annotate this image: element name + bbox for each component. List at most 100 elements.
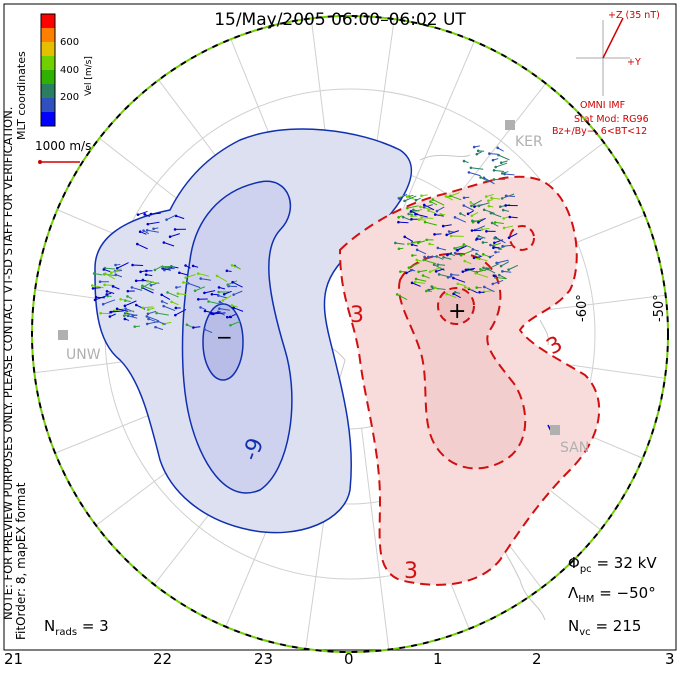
- velocity-vector: [472, 218, 484, 223]
- velocity-vector: [463, 205, 475, 212]
- station-marker-ker: [505, 120, 515, 130]
- mlt-tick-23: 23: [254, 650, 274, 668]
- velocity-vector: [465, 267, 476, 271]
- velocity-vector: [410, 269, 416, 272]
- velocity-vector: [147, 221, 160, 225]
- velocity-vector: [132, 264, 144, 267]
- velocity-vector: [218, 295, 228, 299]
- velocity-vector: [124, 314, 130, 317]
- velocity-vector: [104, 267, 116, 270]
- velocity-vector: [399, 193, 408, 199]
- velocity-vector: [409, 194, 414, 197]
- station-label-ker: KER: [515, 134, 543, 150]
- velocity-vector: [403, 216, 412, 221]
- velocity-vector: [487, 263, 500, 270]
- velocity-vector: [483, 253, 490, 258]
- velocity-vector: [134, 325, 141, 328]
- velocity-vector: [415, 281, 426, 284]
- velocity-vector: [476, 257, 488, 262]
- imf-source: OMNI IMF: [580, 100, 626, 111]
- velocity-vector: [455, 291, 461, 294]
- velocity-vector: [416, 249, 427, 255]
- velocity-vector: [411, 282, 421, 287]
- velocity-vector: [187, 282, 201, 289]
- vector-origin: [161, 265, 165, 269]
- velocity-vector: [106, 290, 115, 294]
- velocity-vector: [398, 215, 403, 218]
- velocity-vector: [454, 245, 465, 249]
- colorbar-label: Vel [m/s]: [84, 56, 94, 96]
- velocity-vector: [222, 295, 232, 301]
- velocity-vector: [424, 221, 437, 226]
- velocity-vector: [486, 268, 496, 274]
- velocity-vector: [464, 196, 470, 199]
- velocity-vector: [175, 309, 187, 316]
- velocity-vector: [502, 270, 512, 273]
- velocity-vector: [224, 290, 232, 295]
- velocity-vector: [116, 262, 129, 269]
- velocity-vector: [147, 321, 159, 325]
- reference-vector-origin: [38, 160, 42, 164]
- velocity-vector: [494, 239, 504, 244]
- velocity-vector: [183, 281, 189, 284]
- velocity-vector: [465, 286, 475, 291]
- imf-y-label: +Y: [627, 57, 641, 68]
- velocity-vector: [474, 225, 486, 231]
- velocity-vector: [106, 292, 112, 295]
- velocity-vector: [127, 295, 133, 300]
- velocity-vector: [115, 274, 123, 278]
- velocity-vector: [146, 315, 158, 321]
- velocity-vector: [506, 195, 515, 198]
- imf-clock-dial: [576, 17, 630, 96]
- positive-contour-label-a: 3: [350, 303, 364, 328]
- velocity-vector: [192, 265, 199, 268]
- velocity-vector: [103, 299, 116, 305]
- velocity-vector: [488, 199, 494, 202]
- velocity-vector: [443, 256, 452, 260]
- velocity-vector: [228, 285, 238, 288]
- velocity-vector: [450, 253, 456, 257]
- velocity-vector: [111, 268, 122, 274]
- vector-origin: [145, 269, 148, 273]
- velocity-vector: [213, 312, 226, 315]
- mlt-tick-21: 21: [4, 650, 24, 668]
- velocity-vector: [430, 201, 438, 206]
- velocity-vector: [113, 308, 124, 312]
- velocity-vector: [233, 290, 243, 296]
- velocity-vector: [162, 267, 171, 271]
- lambda-symbol: Λ: [568, 584, 579, 602]
- velocity-vector: [163, 321, 172, 325]
- velocity-vector: [423, 259, 437, 265]
- velocity-vector: [147, 280, 160, 285]
- velocity-vector: [408, 242, 417, 245]
- velocity-vector: [211, 311, 221, 315]
- velocity-vector: [412, 240, 421, 244]
- velocity-vector: [124, 318, 130, 321]
- station-marker-unw: [58, 330, 68, 340]
- potential-minimum-marker: −: [216, 325, 233, 349]
- nvc-value: = 215: [595, 617, 642, 635]
- mlt-tick-2: 2: [532, 650, 542, 668]
- velocity-vector: [470, 202, 480, 208]
- velocity-vector: [146, 274, 153, 277]
- velocity-vector: [144, 213, 151, 217]
- velocity-vector: [166, 214, 176, 221]
- velocity-vector: [116, 308, 129, 312]
- velocity-vectors: [90, 145, 552, 432]
- velocity-vector: [429, 266, 442, 273]
- colorbar-band: [41, 98, 55, 113]
- colorbar-band: [41, 14, 55, 29]
- velocity-vector: [480, 268, 486, 272]
- velocity-vector: [428, 210, 435, 214]
- colorbar-band: [41, 84, 55, 99]
- velocity-vector: [179, 272, 188, 276]
- velocity-vector: [154, 265, 164, 271]
- lambda-value: = −50°: [599, 584, 656, 602]
- velocity-vector: [167, 291, 179, 298]
- colorbar-tick-200: 200: [60, 92, 80, 103]
- velocity-vector: [408, 262, 420, 269]
- velocity-vector: [218, 286, 226, 290]
- velocity-vector: [429, 243, 435, 246]
- velocity-vector: [504, 173, 515, 176]
- phi-symbol: Φ: [568, 554, 580, 572]
